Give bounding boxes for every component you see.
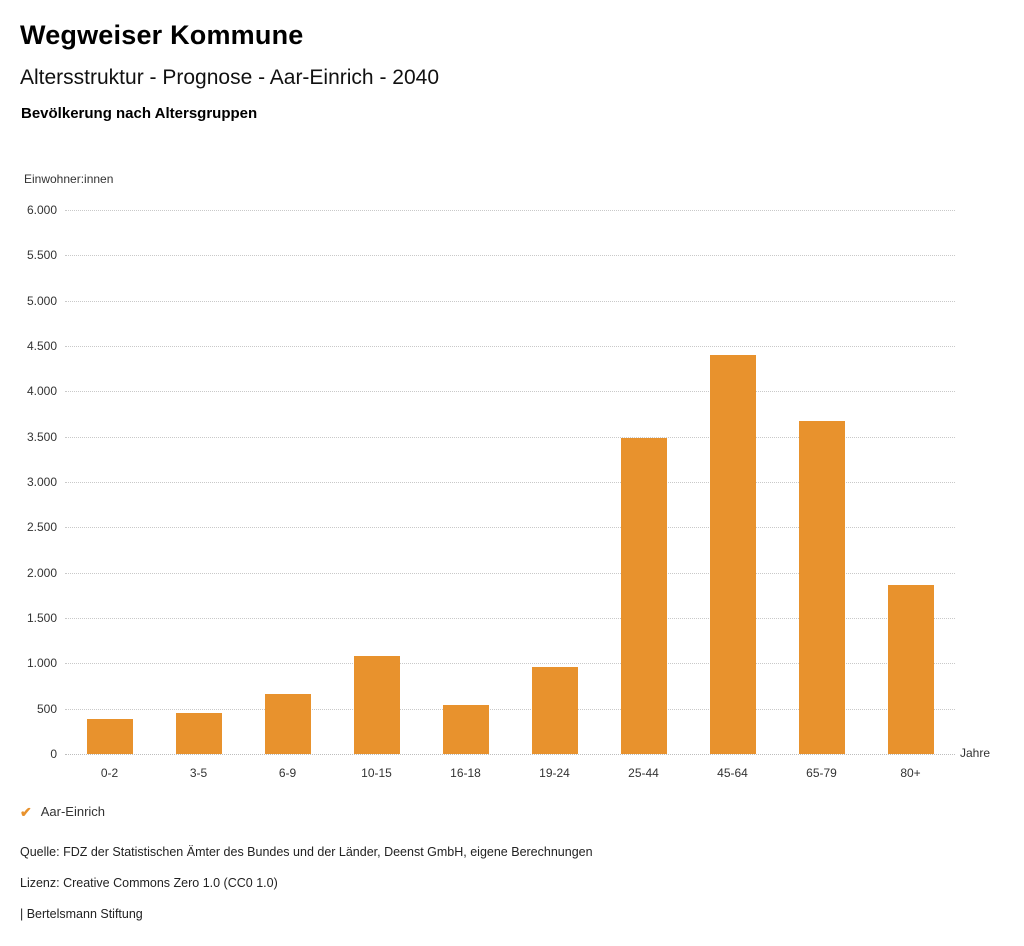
y-tick-label: 2.500: [26, 520, 57, 535]
gridline: [65, 754, 955, 755]
bar-3-5[interactable]: [175, 713, 222, 754]
attribution-text: | Bertelsmann Stiftung: [20, 907, 143, 921]
gridline: [65, 436, 955, 438]
bar-80+[interactable]: [887, 585, 934, 754]
bar-10-15[interactable]: [353, 656, 400, 754]
y-axis-ticks: 0 500 1.000 1.500 2.000 2.500 3.000 3.500 4.000 4…: [0, 203, 57, 761]
page-subtitle: Altersstruktur - Prognose - Aar-Einrich …: [20, 66, 439, 89]
gridline: [65, 618, 955, 619]
bar-19-24[interactable]: [531, 666, 578, 754]
bar-45-64[interactable]: [709, 355, 756, 754]
y-tick-label: 5.500: [26, 248, 57, 263]
bar-16-18[interactable]: [442, 705, 489, 754]
legend-label: Aar-Einrich: [40, 804, 106, 819]
gridline: [65, 346, 955, 347]
bar-65-79[interactable]: [798, 421, 845, 754]
x-tick-label: 19-24: [539, 766, 570, 780]
legend-item-aar-einrich[interactable]: ✔ Aar-Einrich: [20, 804, 105, 819]
gridline: [65, 482, 955, 483]
y-tick-label: 1.000: [26, 656, 57, 671]
x-tick-label: 45-64: [717, 766, 748, 780]
bar-6-9[interactable]: [264, 694, 311, 754]
x-tick-label: 3-5: [189, 766, 208, 780]
x-tick-label: 25-44: [628, 766, 659, 780]
bar-0-2[interactable]: [86, 718, 133, 754]
x-axis-ticks: 0-2 3-5 6-9 10-15 16-18 19-24 25-44 45-64 65-79 8…: [65, 766, 955, 786]
y-tick-label: 1.500: [26, 611, 57, 625]
check-icon: ✔: [20, 803, 32, 820]
y-axis-title: Einwohner:innen: [24, 172, 114, 186]
chart-heading: Bevölkerung nach Altersgruppen: [21, 105, 258, 122]
x-tick-label: 6-9: [278, 766, 297, 780]
gridline: [65, 391, 955, 393]
gridline: [65, 255, 955, 257]
gridline: [65, 663, 955, 665]
gridline: [65, 572, 955, 574]
x-tick-label: 80+: [900, 766, 921, 780]
y-tick-label: 500: [36, 701, 57, 716]
x-tick-label: 0-2: [100, 766, 119, 780]
x-tick-label: 16-18: [450, 766, 481, 780]
x-tick-label: 10-15: [361, 766, 392, 780]
y-tick-label: 5.000: [26, 293, 57, 308]
gridline: [65, 527, 955, 529]
y-tick-label: 3.500: [26, 429, 57, 444]
page-title: Wegweiser Kommune: [20, 20, 304, 50]
x-tick-label: 65-79: [806, 766, 837, 780]
y-tick-label: 4.000: [26, 384, 57, 399]
y-tick-label: 3.000: [26, 475, 57, 489]
gridline: [65, 210, 955, 211]
y-tick-label: 4.500: [26, 339, 57, 353]
bar-25-44[interactable]: [620, 438, 667, 754]
gridline: [65, 300, 955, 302]
plot-area: [65, 210, 955, 755]
y-tick-label: 6.000: [26, 203, 57, 217]
y-tick-label: 0: [50, 747, 57, 761]
gridline: [65, 708, 955, 710]
y-tick-label: 2.000: [26, 565, 57, 580]
source-text: Quelle: FDZ der Statistischen Ämter des …: [20, 845, 593, 859]
x-axis-title: Jahre: [960, 746, 991, 760]
license-text: Lizenz: Creative Commons Zero 1.0 (CC0 1…: [20, 876, 278, 890]
